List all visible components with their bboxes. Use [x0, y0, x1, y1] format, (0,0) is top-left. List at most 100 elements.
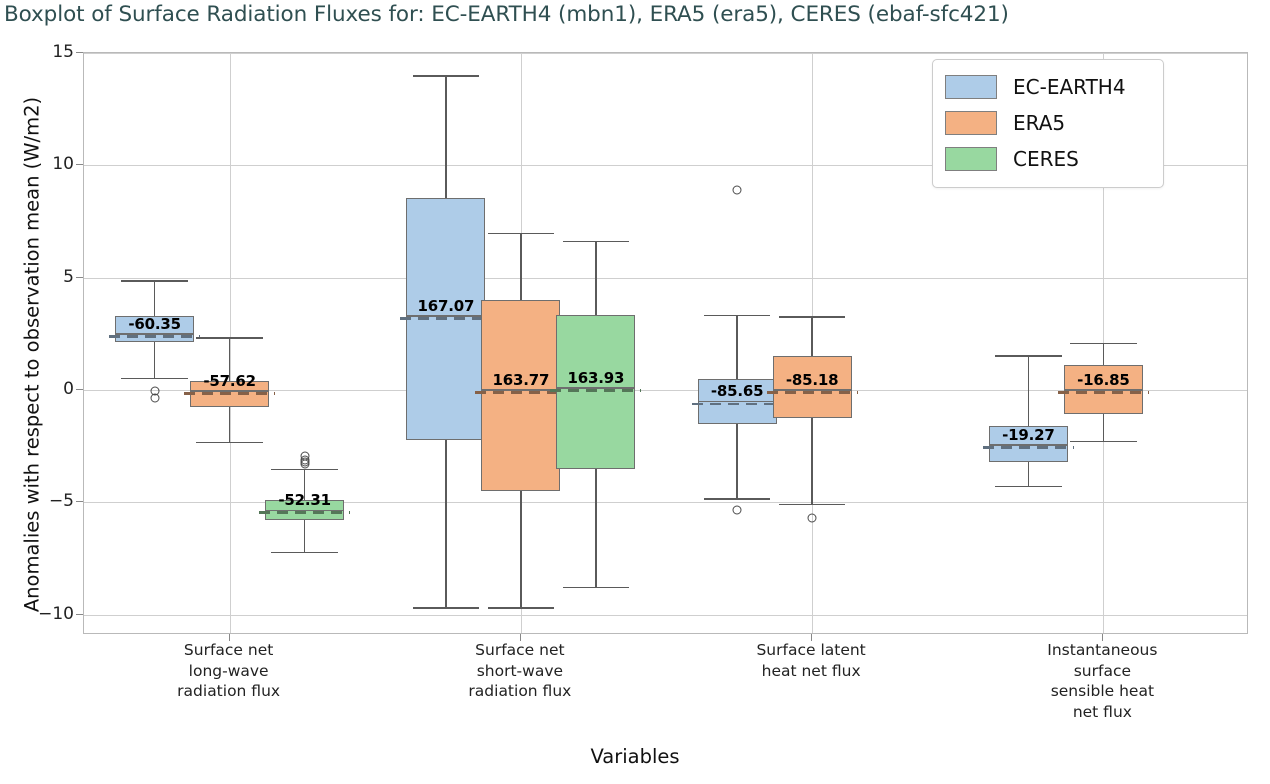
x-tick-label-line: radiation flux [468, 682, 572, 700]
mean-line-dashed [475, 391, 567, 394]
whisker-cap-upper [271, 468, 338, 471]
y-tick-label: −5 [48, 491, 74, 512]
box-value-annotation: -85.65 [710, 382, 764, 401]
mean-line-dashed [691, 402, 783, 406]
x-axis-label: Variables [590, 745, 680, 768]
y-tick-label: −10 [38, 603, 74, 624]
mean-line-dashed [184, 392, 276, 395]
x-tick-mark [228, 634, 230, 641]
y-axis-tick-labels: 15 10 5 0 −5 −10 [8, 42, 74, 634]
x-tick-label-line: short-wave [476, 661, 564, 680]
box-rect [772, 356, 852, 419]
whisker-cap-upper [196, 337, 263, 339]
legend: EC-EARTH4 ERA5 CERES [932, 59, 1164, 188]
y-axis-tick-marks [75, 52, 83, 634]
x-tick-label-line: Instantaneous [1047, 641, 1158, 659]
box-value-annotation: 163.77 [492, 371, 550, 390]
boxplot-series-layer: -60.35 167.07 -85.65 -19.27 -57.62 163.77 -85.… [84, 53, 1247, 633]
boxplot-box: 167.07 [84, 53, 1247, 633]
x-tick-label: Instantaneous surface sensible heat net flu… [982, 640, 1222, 722]
box-value-annotation: -52.31 [278, 491, 331, 510]
whisker-lower [228, 406, 231, 442]
whisker-upper [1027, 355, 1030, 427]
median-line-solid [1063, 389, 1143, 391]
boxplot-box: 163.93 [84, 53, 1247, 633]
chart-title: Boxplot of Surface Radiation Fluxes for:… [4, 2, 1009, 27]
whisker-lower [811, 418, 813, 504]
gridline-horizontal [84, 614, 1247, 616]
y-tick-mark [76, 164, 83, 166]
legend-label: EC-EARTH4 [1013, 75, 1126, 99]
whisker-lower [445, 439, 447, 607]
boxplot-box: -16.85 [84, 53, 1247, 633]
whisker-cap-lower [995, 485, 1062, 488]
y-tick-label: 0 [63, 379, 74, 400]
whisker-cap-upper [562, 240, 630, 243]
gridline-horizontal [84, 502, 1247, 504]
mean-line-dashed [259, 511, 351, 515]
legend-item-ec-earth4[interactable]: EC-EARTH4 [945, 69, 1151, 105]
whisker-cap-upper [995, 355, 1062, 357]
whisker-upper [520, 232, 522, 301]
mean-line-dashed [1057, 391, 1149, 394]
gridline-horizontal [84, 390, 1247, 392]
legend-item-era5[interactable]: ERA5 [945, 105, 1151, 141]
median-line-solid [556, 387, 636, 389]
whisker-cap-lower [196, 441, 263, 444]
whisker-cap-lower [121, 377, 188, 380]
x-tick-label-line: Surface net [183, 641, 274, 659]
whisker-lower [1027, 461, 1030, 486]
boxplot-box: -57.62 [84, 53, 1247, 633]
boxplot-box: -85.18 [84, 53, 1247, 633]
mean-line-dashed [766, 391, 858, 394]
mean-line-dashed [550, 389, 642, 392]
x-tick-label: Surface net long-wave radiation flux [109, 640, 349, 702]
x-tick-label-line: Surface latent [756, 641, 866, 659]
whisker-upper [595, 240, 597, 315]
x-tick-mark [811, 634, 813, 641]
whisker-cap-upper [1070, 342, 1137, 345]
median-line-solid [265, 509, 345, 511]
legend-swatch-icon [945, 75, 997, 99]
x-tick-label-line: Surface net [475, 641, 565, 659]
legend-label: CERES [1013, 147, 1079, 171]
whisker-cap-lower [412, 606, 480, 609]
median-line-solid [481, 389, 561, 391]
y-tick-label: 15 [52, 42, 74, 62]
box-rect [556, 314, 636, 469]
whisker-upper [1102, 342, 1105, 366]
whisker-upper [445, 75, 447, 198]
median-line-solid [697, 400, 777, 402]
mean-line-dashed [109, 335, 201, 338]
mean-line-dashed [982, 446, 1074, 449]
box-value-annotation: -19.27 [1002, 426, 1055, 445]
whisker-cap-upper [121, 279, 188, 282]
boxplot-box: -60.35 [84, 53, 1247, 633]
y-tick-mark [76, 52, 83, 53]
whisker-upper [736, 314, 738, 379]
y-tick-mark [76, 276, 83, 278]
whisker-cap-upper [778, 315, 846, 318]
box-rect [481, 300, 561, 492]
median-line-solid [115, 333, 195, 335]
median-line-solid [988, 444, 1068, 446]
x-tick-label: Surface latent heat net flux [691, 640, 931, 681]
boxplot-box: -52.31 [84, 53, 1247, 633]
box-value-annotation: 167.07 [417, 296, 475, 315]
box-value-annotation: -60.35 [128, 314, 181, 333]
whisker-upper [303, 468, 306, 501]
whisker-cap-lower [703, 497, 771, 500]
x-tick-label-line: net flux [1072, 702, 1132, 721]
legend-item-ceres[interactable]: CERES [945, 141, 1151, 177]
whisker-cap-upper [487, 232, 555, 235]
whisker-cap-upper [703, 314, 771, 317]
box-value-annotation: -16.85 [1077, 371, 1130, 390]
legend-swatch-icon [945, 111, 997, 135]
outlier-marker [150, 393, 160, 403]
x-tick-mark [519, 634, 521, 641]
gridline-horizontal [84, 277, 1247, 279]
gridline-horizontal [84, 53, 1247, 54]
whisker-upper [153, 279, 156, 316]
mean-line-dashed [400, 317, 492, 320]
